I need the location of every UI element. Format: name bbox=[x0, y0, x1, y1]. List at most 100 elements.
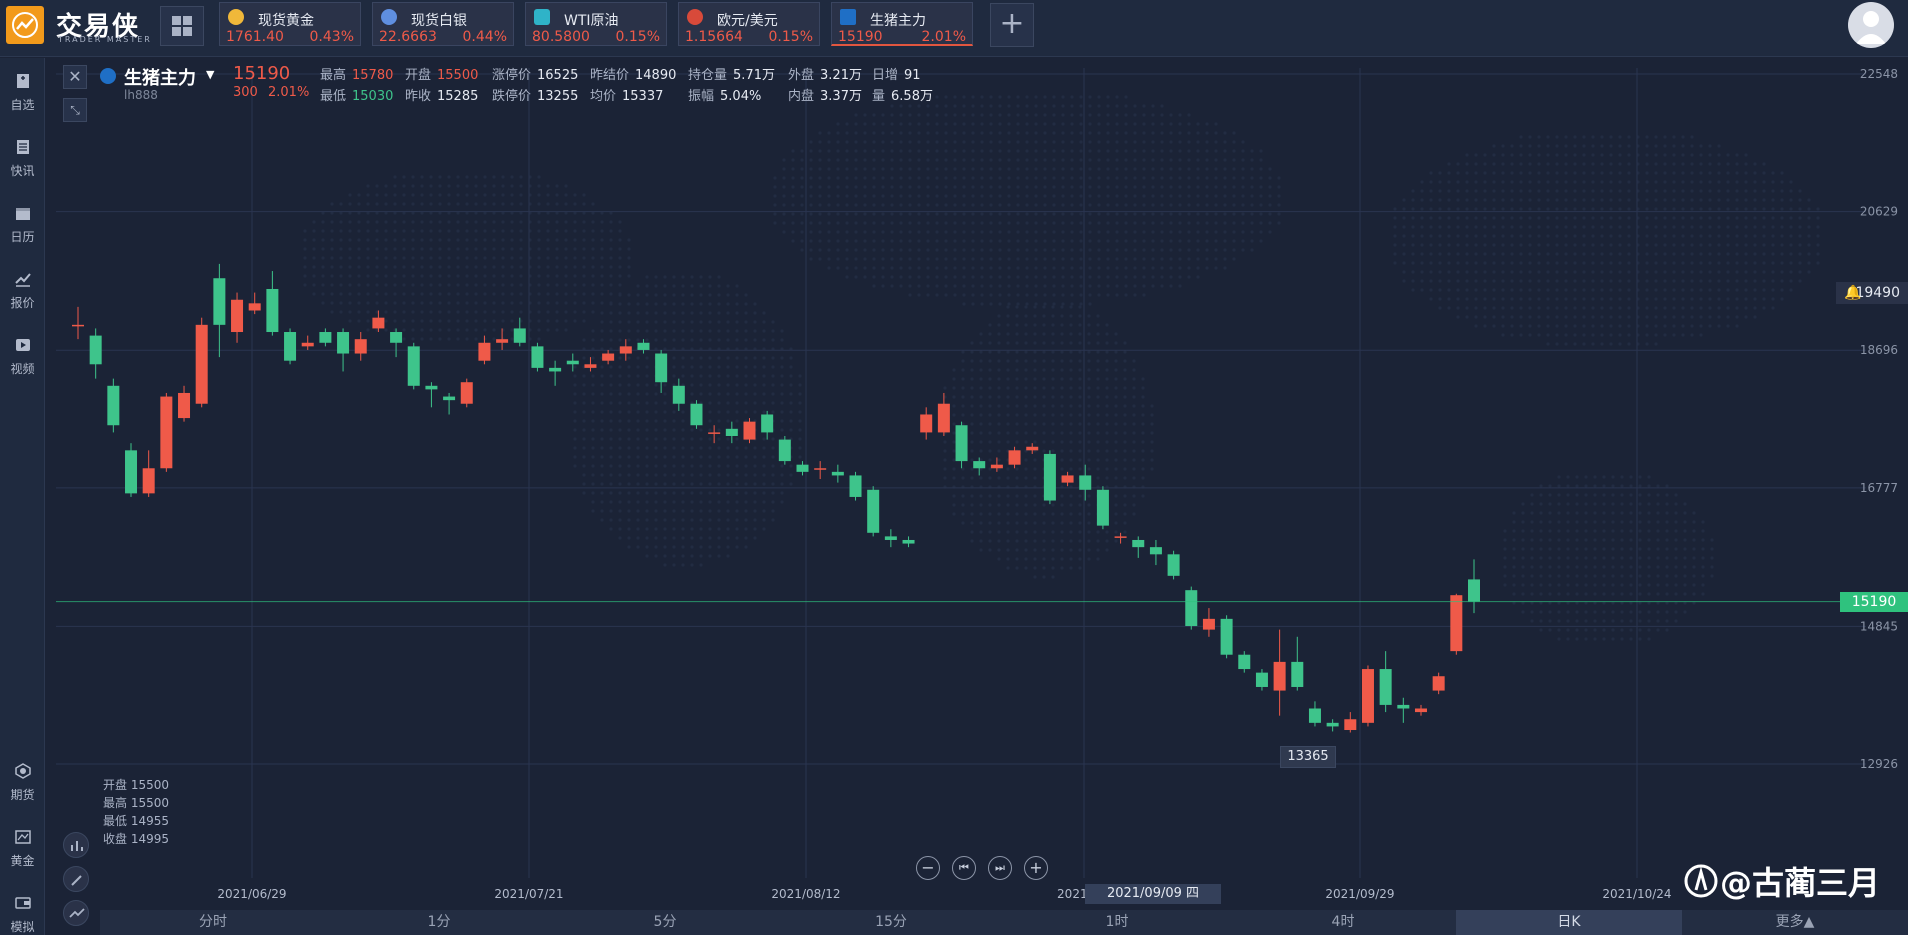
candle[interactable] bbox=[849, 471, 862, 501]
candle[interactable] bbox=[1220, 615, 1233, 659]
candle[interactable] bbox=[725, 421, 738, 444]
candle[interactable] bbox=[178, 385, 191, 422]
candle[interactable] bbox=[1149, 539, 1162, 566]
sidebar-item-simulate[interactable]: 模拟 bbox=[0, 884, 45, 935]
candlestick-chart[interactable]: 2254820629186961677714845129262021/06/29… bbox=[46, 58, 1908, 910]
candle[interactable] bbox=[1079, 464, 1092, 501]
tab-3[interactable]: 15分 bbox=[875, 914, 907, 930]
chart-area[interactable]: 22548 20629 18696 16777 14845 12926 2021/06/29… bbox=[46, 58, 1908, 910]
tab-7[interactable]: 更多▲ bbox=[1775, 914, 1815, 930]
symbol-name[interactable]: 生猪主力 bbox=[124, 68, 196, 89]
candle[interactable] bbox=[513, 317, 526, 347]
candle[interactable] bbox=[1238, 651, 1251, 673]
sidebar-item-video[interactable]: 视频 bbox=[0, 326, 45, 382]
candle[interactable] bbox=[390, 328, 403, 358]
candle[interactable] bbox=[778, 435, 791, 465]
ticker-hog[interactable]: 生猪主力 15190 2.01% bbox=[831, 2, 973, 46]
candle[interactable] bbox=[761, 410, 774, 440]
candle[interactable] bbox=[955, 421, 968, 469]
candle[interactable] bbox=[1096, 486, 1109, 530]
candle[interactable] bbox=[655, 349, 668, 393]
candle[interactable] bbox=[531, 342, 544, 372]
candle[interactable] bbox=[602, 349, 615, 365]
candle[interactable] bbox=[89, 328, 102, 379]
candle[interactable] bbox=[1273, 629, 1286, 716]
sidebar-item-news[interactable]: 快讯 bbox=[0, 128, 45, 184]
candle[interactable] bbox=[1061, 471, 1074, 487]
candle[interactable] bbox=[1026, 443, 1039, 454]
candle[interactable] bbox=[213, 263, 226, 358]
candle[interactable] bbox=[425, 382, 438, 408]
candle[interactable] bbox=[1043, 450, 1056, 505]
candle[interactable] bbox=[72, 306, 84, 340]
add-ticker-button[interactable]: + bbox=[990, 3, 1034, 47]
candle[interactable] bbox=[619, 339, 632, 361]
tab-2[interactable]: 5分 bbox=[653, 914, 677, 930]
candle[interactable] bbox=[231, 292, 244, 343]
candle[interactable] bbox=[1202, 608, 1215, 637]
ticker-gold[interactable]: 现货黄金 1761.40 0.43% bbox=[219, 2, 361, 46]
candle[interactable] bbox=[460, 378, 473, 408]
candle[interactable] bbox=[1397, 697, 1410, 723]
candle[interactable] bbox=[1450, 593, 1463, 655]
candle[interactable] bbox=[867, 486, 880, 537]
candle[interactable] bbox=[443, 392, 456, 415]
draw-tool-button[interactable] bbox=[63, 866, 89, 892]
zoom-in-button[interactable]: + bbox=[1024, 856, 1048, 880]
tab-5[interactable]: 4时 bbox=[1331, 914, 1355, 930]
close-button[interactable]: ✕ bbox=[63, 65, 87, 89]
ticker-wti[interactable]: WTI原油 80.5800 0.15% bbox=[525, 2, 667, 46]
candle[interactable] bbox=[937, 392, 950, 436]
jump-end-button[interactable]: ⏭ bbox=[988, 856, 1012, 880]
sidebar-item-favorites[interactable]: 自选 bbox=[0, 62, 45, 118]
candle[interactable] bbox=[1361, 665, 1374, 727]
sidebar-item-quotes[interactable]: 报价 bbox=[0, 260, 45, 316]
candle[interactable] bbox=[796, 461, 809, 476]
candle[interactable] bbox=[1432, 672, 1445, 695]
candle[interactable] bbox=[1132, 536, 1145, 558]
candle[interactable] bbox=[1344, 712, 1357, 733]
candle[interactable] bbox=[1185, 586, 1198, 630]
user-avatar[interactable] bbox=[1848, 2, 1894, 48]
candle[interactable] bbox=[902, 536, 915, 548]
candle[interactable] bbox=[920, 407, 933, 440]
jump-start-button[interactable]: ⏮ bbox=[952, 856, 976, 880]
line-tool-button[interactable] bbox=[63, 900, 89, 926]
candle[interactable] bbox=[319, 328, 332, 347]
candle[interactable] bbox=[831, 464, 844, 483]
sidebar-item-futures[interactable]: 期货 bbox=[0, 752, 45, 808]
indicator-tool-button[interactable] bbox=[63, 832, 89, 858]
candle[interactable] bbox=[125, 443, 138, 497]
candle[interactable] bbox=[637, 339, 650, 354]
shrink-button[interactable]: ⤡ bbox=[63, 98, 87, 122]
candle[interactable] bbox=[1468, 559, 1480, 614]
candle[interactable] bbox=[337, 328, 350, 372]
candle[interactable] bbox=[549, 360, 562, 386]
candle[interactable] bbox=[708, 425, 721, 444]
candle[interactable] bbox=[496, 328, 509, 350]
candle[interactable] bbox=[160, 392, 173, 472]
candle[interactable] bbox=[372, 310, 385, 333]
candle[interactable] bbox=[690, 400, 703, 429]
candle[interactable] bbox=[478, 335, 491, 365]
candle[interactable] bbox=[672, 378, 685, 411]
candle[interactable] bbox=[884, 529, 897, 548]
candle[interactable] bbox=[814, 461, 827, 480]
candle[interactable] bbox=[195, 317, 208, 408]
zoom-out-button[interactable]: − bbox=[916, 856, 940, 880]
candle[interactable] bbox=[990, 457, 1003, 472]
candle[interactable] bbox=[1379, 651, 1392, 713]
candle[interactable] bbox=[301, 335, 314, 350]
logo-icon[interactable] bbox=[6, 6, 44, 44]
candle[interactable] bbox=[1114, 532, 1127, 544]
candle[interactable] bbox=[354, 332, 367, 361]
candle[interactable] bbox=[284, 328, 297, 365]
candle[interactable] bbox=[566, 353, 579, 372]
candle[interactable] bbox=[266, 271, 279, 336]
candle[interactable] bbox=[1167, 550, 1180, 580]
alert-price-tag[interactable]: 🔔 19490 bbox=[1836, 282, 1908, 304]
tab-1[interactable]: 1分 bbox=[427, 914, 451, 930]
candle[interactable] bbox=[1291, 636, 1304, 691]
candle[interactable] bbox=[107, 378, 120, 433]
candle[interactable] bbox=[142, 450, 155, 497]
